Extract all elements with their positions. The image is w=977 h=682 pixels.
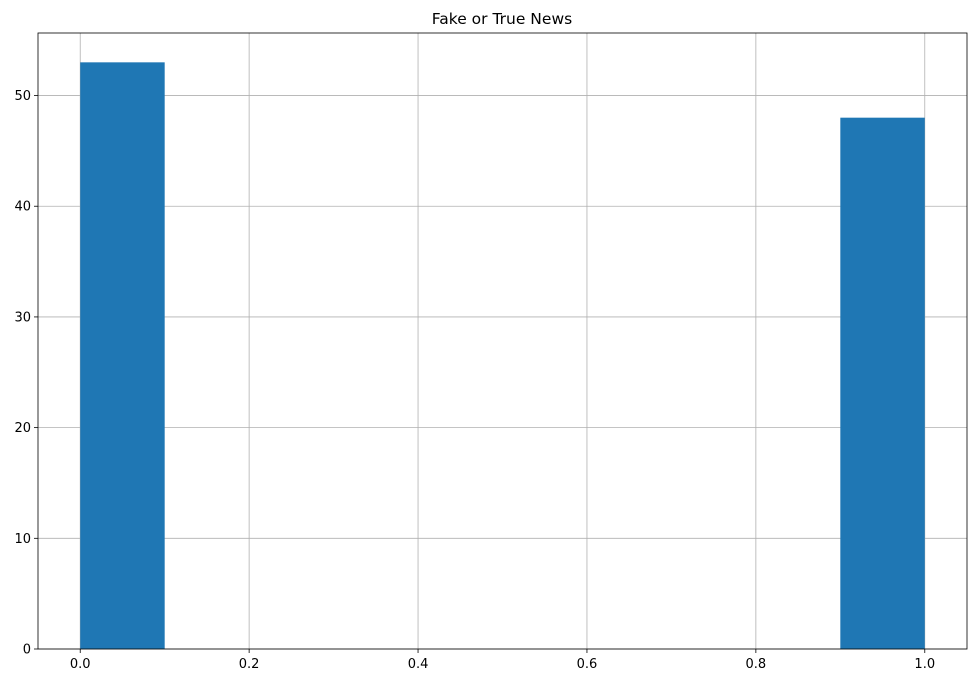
grid-layer xyxy=(38,33,967,650)
x-tick-label: 0.6 xyxy=(577,657,598,672)
x-tick-label: 1.0 xyxy=(914,657,935,672)
plot-frame xyxy=(37,32,968,650)
x-tick-label: 0.0 xyxy=(70,657,91,672)
chart-title: Fake or True News xyxy=(432,10,572,28)
x-tick-label: 0.8 xyxy=(746,657,767,672)
bars-layer xyxy=(80,62,925,650)
y-tick-label: 10 xyxy=(14,532,31,547)
y-tick-label: 40 xyxy=(14,200,31,215)
y-tick-label: 30 xyxy=(14,310,31,325)
axes-layer: 0.0 0.2 0.4 0.6 0.8 1.0 0 10 20 30 40 50 xyxy=(14,32,968,672)
y-tick-label: 0 xyxy=(23,643,31,658)
x-tick-label: 0.4 xyxy=(408,657,429,672)
y-tick-label: 20 xyxy=(14,421,31,436)
x-tick-label: 0.2 xyxy=(239,657,260,672)
y-tick-label: 50 xyxy=(14,89,31,104)
histogram-bar xyxy=(840,117,925,649)
histogram-bar xyxy=(80,62,165,650)
